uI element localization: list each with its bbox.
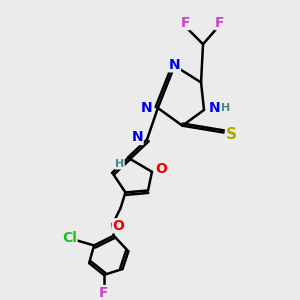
Text: N: N xyxy=(131,130,143,145)
Text: F: F xyxy=(215,16,224,30)
Text: H: H xyxy=(221,103,230,113)
Text: F: F xyxy=(99,286,109,300)
Text: N: N xyxy=(141,101,153,115)
Text: N: N xyxy=(209,101,220,115)
Text: H: H xyxy=(115,159,124,169)
Text: S: S xyxy=(226,127,237,142)
Text: O: O xyxy=(112,219,124,233)
Text: N: N xyxy=(169,58,180,72)
Text: Cl: Cl xyxy=(62,231,77,244)
Text: F: F xyxy=(181,16,190,30)
Text: O: O xyxy=(155,162,167,176)
